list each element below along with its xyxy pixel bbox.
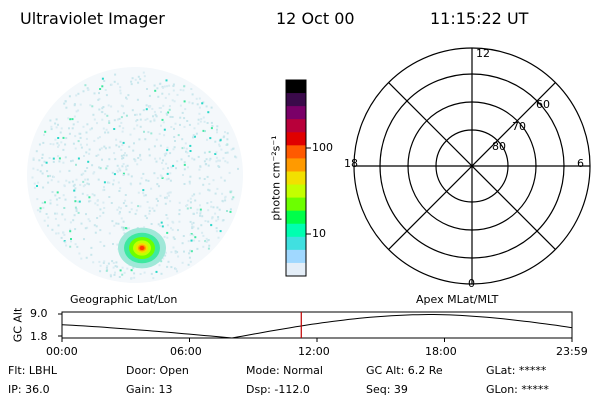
- polar-plot: [353, 47, 591, 285]
- gc-ytick-low: 1.8: [30, 330, 48, 343]
- gc-alt-info: GC Alt: 6.2 Re: [366, 364, 443, 377]
- color-scale-bar: [285, 79, 311, 277]
- gc-alt-plot: [58, 311, 573, 342]
- mlt-label-12: 12: [476, 47, 490, 60]
- lat-label-70: 70: [512, 120, 526, 133]
- gc-xtick-24: 23:59: [556, 345, 588, 358]
- seq-info: Seq: 39: [366, 383, 408, 396]
- mlt-label-0: 0: [468, 277, 475, 290]
- mode-info: Mode: Normal: [246, 364, 323, 377]
- cbar-unit-label: photon cm⁻²s⁻¹: [269, 135, 283, 221]
- image-disk-background: [27, 67, 243, 283]
- gc-ytick-high: 9.0: [30, 307, 48, 320]
- date-label: 12 Oct 00: [276, 9, 355, 28]
- mlt-label-18: 18: [344, 157, 358, 170]
- uv-image: [27, 67, 243, 283]
- gc-xtick-0: 00:00: [46, 345, 78, 358]
- glon-info: GLon: *****: [486, 383, 549, 396]
- dsp-info: Dsp: -112.0: [246, 383, 310, 396]
- instrument-title: Ultraviolet Imager: [20, 9, 165, 28]
- geographic-label: Geographic Lat/Lon: [70, 293, 178, 306]
- cbar-label-10: 10: [312, 227, 326, 240]
- gain-info: Gain: 13: [126, 383, 173, 396]
- gc-xtick-12: 12:00: [298, 345, 330, 358]
- door-info: Door: Open: [126, 364, 189, 377]
- filter-info: Flt: LBHL: [8, 364, 57, 377]
- gc-xtick-18: 18:00: [425, 345, 457, 358]
- cbar-label-100: 100: [312, 141, 333, 154]
- lat-label-80: 80: [492, 140, 506, 153]
- mlt-label-6: 6: [577, 157, 584, 170]
- polar-diagonal-2: [388, 82, 556, 250]
- ip-info: IP: 36.0: [8, 383, 50, 396]
- gc-xtick-6: 06:00: [170, 345, 202, 358]
- auroral-spot: [118, 227, 166, 269]
- gc-alt-curve: [61, 314, 573, 339]
- time-label: 11:15:22 UT: [430, 9, 529, 28]
- apex-label: Apex MLat/MLT: [416, 293, 499, 306]
- image-speckles: [31, 71, 239, 280]
- gc-alt-ylabel: GC Alt: [11, 307, 25, 343]
- glat-info: GLat: *****: [486, 364, 547, 377]
- gc-plot-frame: [61, 311, 573, 339]
- lat-label-60: 60: [536, 98, 550, 111]
